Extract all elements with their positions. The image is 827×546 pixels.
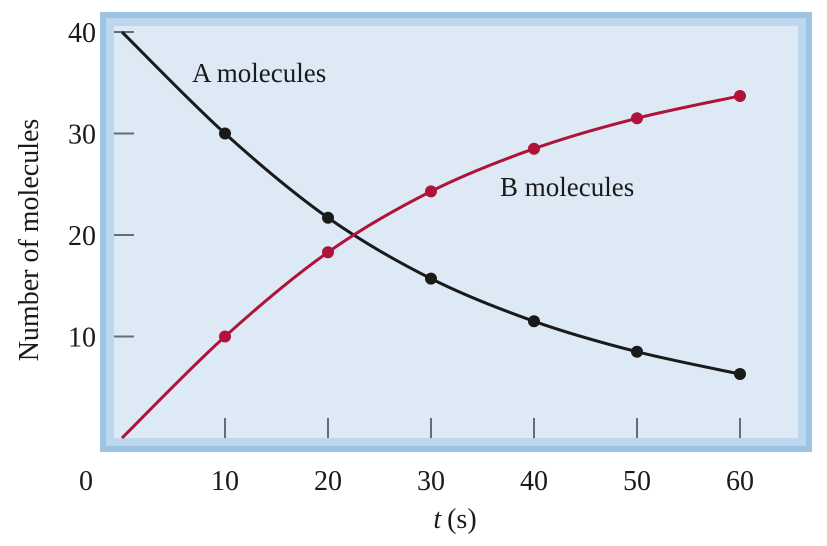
data-point-a-molecules [322, 211, 334, 224]
data-point-a-molecules [219, 127, 231, 140]
series-label-b: B molecules [500, 172, 634, 202]
x-tick-label: 30 [417, 466, 445, 497]
data-point-a-molecules [425, 272, 437, 285]
y-tick-label: 40 [68, 18, 96, 49]
data-point-a-molecules [734, 368, 746, 381]
x-tick-label: 50 [623, 466, 651, 497]
plot-area [114, 26, 798, 438]
data-point-b-molecules [322, 246, 334, 259]
x-tick-label: 10 [211, 466, 239, 497]
data-point-b-molecules [425, 185, 437, 198]
x-tick-label: 0 [79, 466, 93, 497]
x-tick-label: 60 [726, 466, 754, 497]
series-layer [120, 30, 746, 440]
data-point-a-molecules [528, 315, 540, 328]
data-point-a-molecules [631, 345, 643, 358]
y-axis-label: Number of molecules [14, 119, 45, 362]
y-tick-label: 10 [68, 323, 96, 354]
data-point-b-molecules [528, 142, 540, 155]
y-tick-label: 30 [68, 120, 96, 151]
y-axis-ticks: 10 20 30 40 [68, 18, 134, 354]
data-point-b-molecules [219, 330, 231, 343]
y-tick-label: 20 [68, 221, 96, 252]
data-point-b-molecules [734, 89, 746, 102]
x-tick-label: 20 [314, 466, 342, 497]
x-axis-label-unit: (s) [447, 504, 477, 535]
x-axis-ticks: 0 10 20 30 40 50 60 [79, 418, 754, 497]
x-axis-label: t (s) [433, 504, 476, 535]
series-label-a: A molecules [192, 58, 326, 88]
data-point-b-molecules [631, 112, 643, 125]
x-axis-label-variable: t [433, 504, 442, 535]
x-tick-label: 40 [520, 466, 548, 497]
